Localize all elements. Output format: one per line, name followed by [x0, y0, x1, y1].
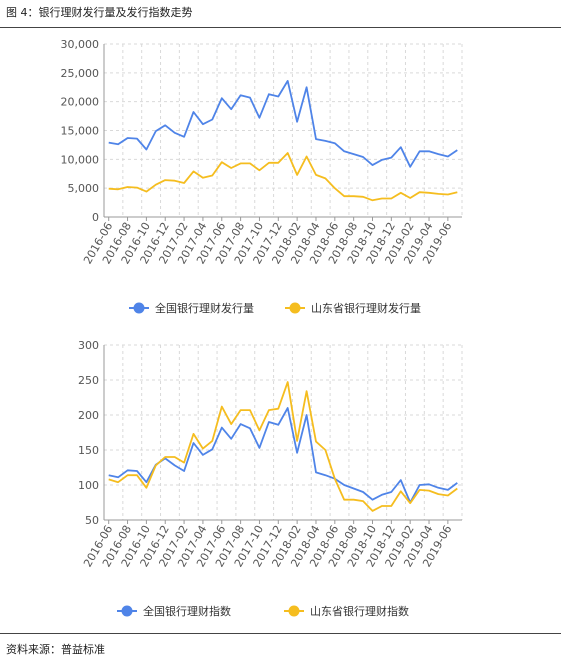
- volume-y-tick-label: 15,000: [61, 125, 100, 138]
- index-y-tick-label: 100: [78, 479, 99, 492]
- volume-y-tick-label: 10,000: [61, 153, 100, 166]
- index-legend-label-1: 全国银行理财指数: [143, 604, 231, 618]
- index-legend-label-2: 山东省银行理财指数: [310, 604, 409, 618]
- index-y-tick-label: 50: [85, 514, 99, 527]
- index-series-line-1: [108, 407, 458, 504]
- volume-legend-label-1: 全国银行理财发行量: [155, 301, 254, 315]
- index-y-tick-label: 250: [78, 374, 99, 387]
- index-y-tick-label: 200: [78, 409, 99, 422]
- index-legend-marker-2: [288, 605, 300, 617]
- index-y-tick-label: 150: [78, 444, 99, 457]
- volume-legend-marker-2: [289, 302, 301, 314]
- bottom-rule: [0, 633, 561, 634]
- volume-y-tick-label: 20,000: [61, 96, 100, 109]
- figure-title: 图 4：银行理财发行量及发行指数走势: [6, 6, 193, 19]
- volume-series-line-2: [108, 152, 458, 202]
- index-series-line-2: [108, 381, 458, 512]
- issuance-volume-chart: 05,00010,00015,00020,00025,00030,0002016…: [61, 38, 463, 315]
- volume-y-tick-label: 30,000: [61, 38, 100, 51]
- volume-legend-label-2: 山东省银行理财发行量: [311, 301, 421, 315]
- issuance-index-chart: 501001502002503002016-062016-082016-1020…: [78, 339, 463, 618]
- volume-y-tick-label: 5,000: [68, 182, 100, 195]
- index-legend-marker-1: [121, 605, 133, 617]
- volume-y-tick-label: 25,000: [61, 67, 100, 80]
- volume-series-line-1: [108, 80, 458, 168]
- volume-y-tick-label: 0: [92, 211, 99, 224]
- source-note: 资料来源：普益标准: [6, 643, 105, 656]
- index-y-tick-label: 300: [78, 339, 99, 352]
- top-rule: [0, 27, 561, 28]
- volume-legend-marker-1: [133, 302, 145, 314]
